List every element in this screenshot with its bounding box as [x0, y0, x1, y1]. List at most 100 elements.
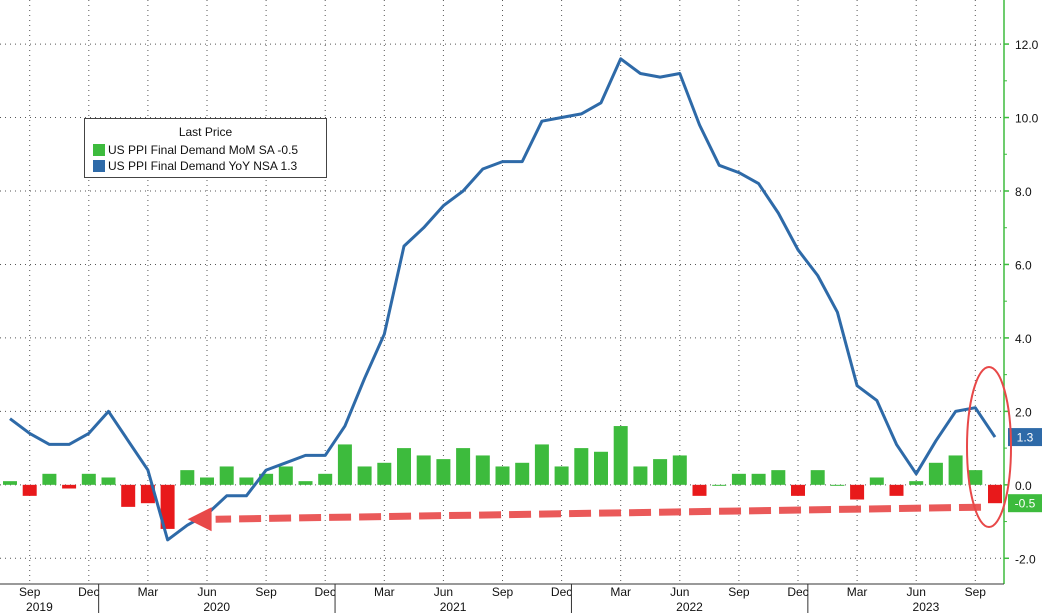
- bar: [751, 473, 766, 485]
- bar: [574, 448, 589, 485]
- y-tick-label: 6.0: [1015, 258, 1032, 272]
- y-tick-label: 10.0: [1015, 112, 1039, 126]
- bar: [180, 470, 195, 485]
- legend: Last Price US PPI Final Demand MoM SA -0…: [84, 118, 327, 178]
- x-month-label: Jun: [197, 585, 216, 599]
- x-month-label: Sep: [965, 585, 987, 599]
- bar: [357, 466, 372, 485]
- x-month-label: Dec: [551, 585, 572, 599]
- bar: [633, 466, 648, 485]
- bar: [259, 473, 274, 485]
- last-value-mom-badge-bg: [1008, 494, 1042, 513]
- bar: [672, 455, 687, 485]
- bar: [416, 455, 431, 485]
- bar: [22, 484, 37, 496]
- bar: [81, 473, 96, 485]
- bar: [278, 466, 293, 485]
- y-tick-label: 2.0: [1015, 405, 1032, 419]
- bar: [988, 484, 1002, 504]
- bar: [613, 426, 628, 485]
- legend-label-yoy: US PPI Final Demand YoY NSA 1.3: [108, 159, 298, 173]
- x-month-label: Sep: [492, 585, 514, 599]
- y-tick-label: 8.0: [1015, 185, 1032, 199]
- bar: [200, 477, 214, 485]
- bar: [712, 484, 727, 486]
- bar: [101, 477, 116, 485]
- bar: [475, 455, 490, 485]
- bar: [928, 462, 943, 485]
- annotation-arrow-shaft: [215, 503, 982, 523]
- bar: [377, 462, 392, 485]
- x-month-label: Jun: [434, 585, 453, 599]
- bar: [791, 484, 805, 496]
- x-month-label: Dec: [78, 585, 99, 599]
- bar: [889, 484, 904, 496]
- bar: [810, 470, 825, 485]
- bar: [850, 484, 865, 500]
- bar: [594, 451, 608, 485]
- x-month-label: Mar: [138, 585, 159, 599]
- bar: [436, 459, 451, 485]
- x-year-label: 2019: [26, 600, 53, 613]
- x-month-label: Mar: [610, 585, 631, 599]
- y-axis: 12.0 10.0 8.0 6.0 4.0 2.0 0.0 -2.0 1.3 -0.5: [1003, 0, 1042, 584]
- bar: [653, 459, 668, 485]
- bar: [140, 484, 155, 504]
- legend-swatch-yoy: [93, 160, 105, 172]
- bar: [869, 477, 884, 485]
- x-month-label: Sep: [728, 585, 750, 599]
- annotations: [187, 366, 1012, 532]
- bar: [968, 470, 983, 485]
- x-month-label: Sep: [19, 585, 41, 599]
- y-tick-label: -2.0: [1015, 552, 1036, 566]
- last-value-yoy-badge-label: 1.3: [1017, 431, 1034, 445]
- x-month-label: Dec: [315, 585, 336, 599]
- x-month-label: Mar: [847, 585, 868, 599]
- y-tick-label: 12.0: [1015, 38, 1039, 52]
- bar: [456, 448, 471, 485]
- x-month-label: Jun: [670, 585, 689, 599]
- x-month-label: Sep: [255, 585, 277, 599]
- bar: [239, 477, 254, 485]
- x-axis: Sep Dec Mar Jun Sep Dec Mar Jun Sep Dec Mar Jun Sep D…: [0, 583, 1004, 613]
- bar: [337, 444, 352, 485]
- legend-item-yoy: US PPI Final Demand YoY NSA 1.3: [93, 159, 297, 173]
- y-tick-label: 4.0: [1015, 332, 1032, 346]
- y-tick-label: 0.0: [1015, 479, 1032, 493]
- bar: [771, 470, 786, 485]
- bar: [909, 481, 924, 485]
- legend-title: Last Price: [178, 125, 233, 139]
- bar: [948, 455, 963, 485]
- bar: [298, 481, 313, 485]
- bar: [318, 473, 333, 485]
- bar: [830, 484, 845, 486]
- bar: [554, 466, 569, 485]
- bar: [515, 462, 530, 485]
- bar: [3, 481, 17, 485]
- yoy-line: [9, 57, 997, 542]
- bar: [495, 466, 510, 485]
- last-value-mom-badge-label: -0.5: [1015, 497, 1036, 511]
- last-value-yoy-badge: 1.3: [1008, 428, 1042, 447]
- bar: [534, 444, 549, 485]
- legend-swatch-mom: [93, 144, 105, 156]
- x-year-label: 2020: [203, 600, 230, 613]
- bar: [731, 473, 746, 485]
- x-year-label: 2021: [440, 600, 467, 613]
- x-month-label: Jun: [907, 585, 926, 599]
- bar: [62, 484, 77, 489]
- bar: [42, 473, 57, 485]
- annotation-arrow-head: [187, 507, 212, 532]
- x-month-label: Dec: [787, 585, 808, 599]
- x-year-label: 2023: [913, 600, 940, 613]
- last-value-mom-badge: -0.5: [1008, 494, 1042, 513]
- mom-bars: [3, 426, 1002, 529]
- legend-item-mom: US PPI Final Demand MoM SA -0.5: [93, 143, 298, 157]
- x-year-label: 2022: [676, 600, 703, 613]
- legend-label-mom: US PPI Final Demand MoM SA -0.5: [108, 143, 299, 157]
- bar: [397, 448, 411, 485]
- bar: [219, 466, 234, 485]
- bar: [121, 484, 136, 507]
- last-value-yoy-badge-bg: [1008, 428, 1042, 447]
